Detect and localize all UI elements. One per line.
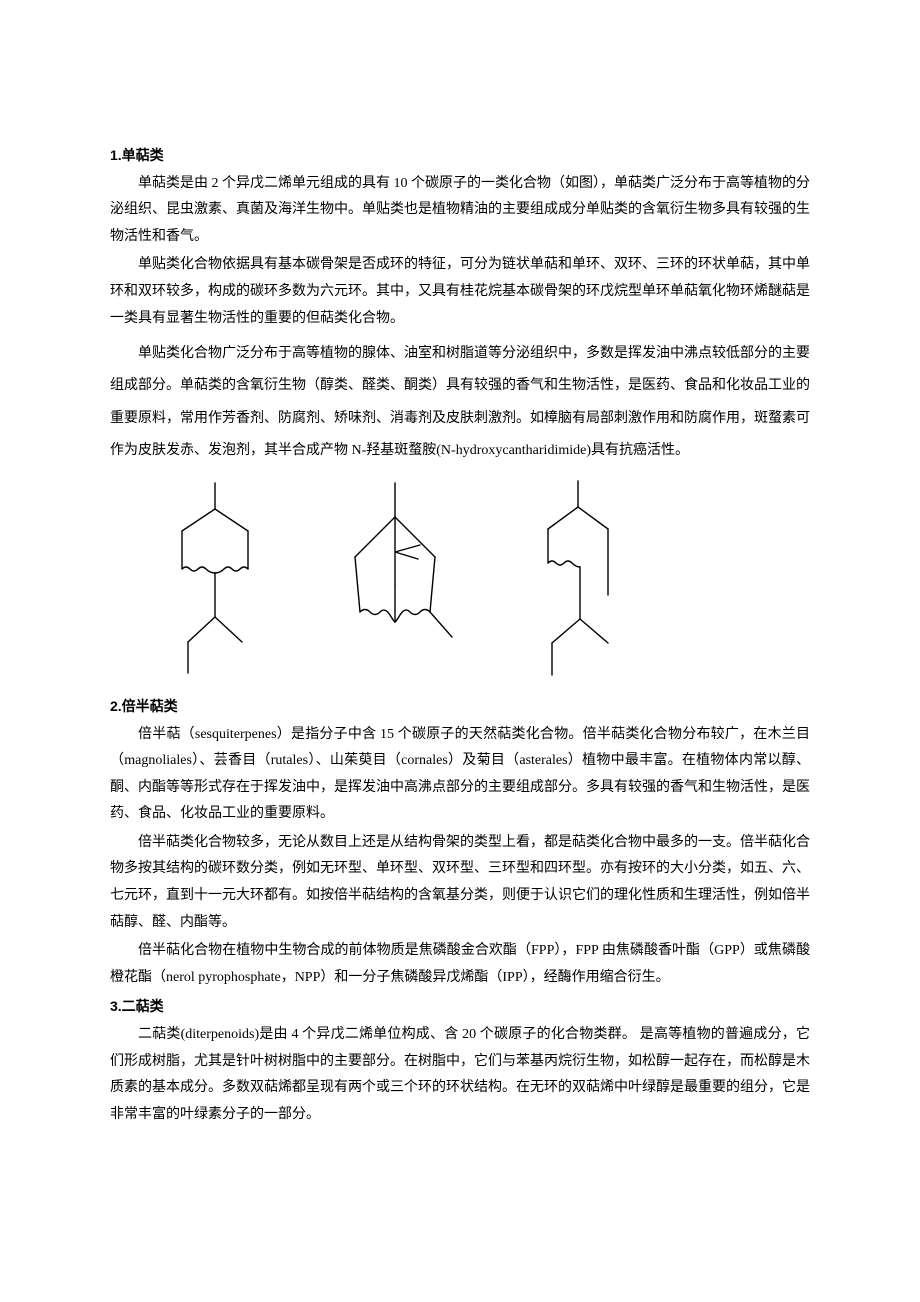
section-1-para-2: 单贴类化合物依据具有基本碳骨架是否成环的特征，可分为链状单萜和单环、双环、三环的… [110,252,810,332]
section-1-heading: 1.单萜类 [110,142,810,169]
structure-2-icon [310,477,480,687]
section-3-para-1: 二萜类(diterpenoids)是由 4 个异戊二烯单位构成、含 20 个碳原… [110,1022,810,1128]
section-1-para-1: 单萜类是由 2 个异戊二烯单元组成的具有 10 个碳原子的一类化合物（如图），单… [110,171,810,251]
structure-1-icon [140,477,290,687]
section-1-para-3: 单贴类化合物广泛分布于高等植物的腺体、油室和树脂道等分泌组织中，多数是挥发油中沸… [110,338,810,467]
section-2-heading: 2.倍半萜类 [110,693,810,720]
section-2-para-3: 倍半萜化合物在植物中生物合成的前体物质是焦磷酸金合欢酯（FPP），FPP 由焦磷… [110,938,810,991]
structure-3-icon [500,477,650,687]
section-2-para-1: 倍半萜（sesquiterpenes）是指分子中含 15 个碳原子的天然萜类化合… [110,722,810,828]
section-2-para-2: 倍半萜类化合物较多，无论从数目上还是从结构骨架的类型上看，都是萜类化合物中最多的… [110,830,810,936]
monoterpene-figure-row [140,477,810,687]
section-3-heading: 3.二萜类 [110,993,810,1020]
